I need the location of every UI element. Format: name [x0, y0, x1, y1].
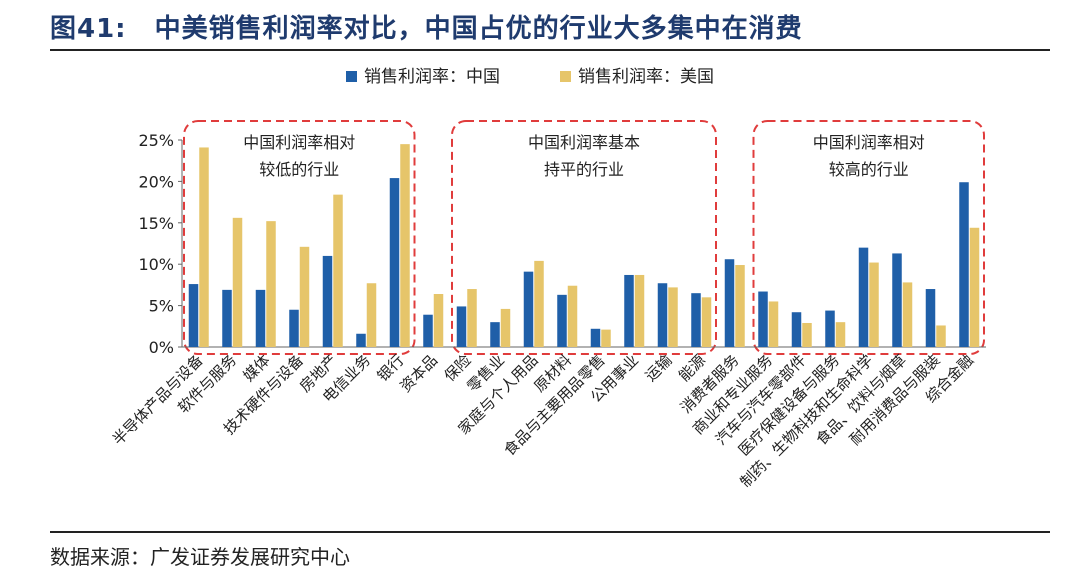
bar-0-1: [222, 289, 232, 347]
y-tick-label-2: 10%: [138, 255, 174, 274]
bar-1-21: [902, 282, 913, 347]
bar-1-17: [768, 301, 779, 347]
group-label-2-line2: 较高的行业: [829, 160, 909, 179]
bar-0-11: [557, 294, 567, 347]
bar-1-4: [333, 194, 343, 347]
bar-0-0: [188, 284, 199, 347]
bar-0-22: [925, 289, 936, 347]
bar-0-19: [825, 310, 835, 347]
y-tick-label-5: 25%: [138, 131, 174, 150]
bar-0-21: [892, 253, 902, 347]
bar-1-2: [266, 221, 276, 347]
bar-1-15: [701, 297, 712, 347]
bar-0-6: [389, 178, 400, 347]
bar-0-12: [590, 328, 601, 347]
bars: [188, 144, 980, 347]
x-tick-label-7: 资本品: [397, 351, 442, 396]
bar-1-10: [534, 260, 544, 347]
bar-1-22: [936, 325, 946, 347]
bar-1-19: [835, 322, 846, 347]
bar-0-7: [423, 314, 433, 347]
bar-1-20: [869, 262, 879, 347]
group-label-1-line2: 持平的行业: [544, 160, 624, 179]
bar-1-12: [601, 329, 611, 347]
group-label-0-line1: 中国利润率相对: [243, 133, 355, 152]
y-tick-label-0: 0%: [149, 338, 174, 357]
bar-0-13: [624, 274, 634, 347]
bar-0-17: [758, 291, 768, 347]
bar-0-23: [959, 182, 969, 347]
y-axis: 0% 5% 10% 15% 20% 25%: [138, 131, 986, 357]
legend-label-0: 销售利润率：中国: [364, 67, 500, 87]
bar-0-14: [657, 283, 668, 347]
bar-0-16: [724, 259, 735, 347]
figure-label: 图41:: [50, 14, 127, 44]
group-box-2: [752, 120, 985, 355]
bar-1-0: [199, 147, 209, 347]
group-box-1: [451, 120, 717, 355]
bar-1-3: [299, 246, 310, 347]
bar-1-11: [567, 285, 578, 347]
bar-1-7: [433, 294, 444, 347]
bar-1-9: [500, 308, 511, 347]
bar-1-16: [735, 265, 745, 347]
bar-0-9: [490, 322, 500, 347]
bar-0-4: [322, 255, 333, 347]
bar-1-1: [232, 217, 243, 347]
top-divider: [50, 49, 1050, 51]
bar-1-13: [634, 274, 645, 347]
y-tick-label-4: 20%: [138, 172, 174, 191]
bar-0-15: [691, 293, 701, 347]
bar-0-10: [523, 271, 534, 347]
bar-1-23: [969, 227, 980, 347]
bar-0-18: [791, 312, 802, 347]
group-label-2-line1: 中国利润率相对: [813, 133, 925, 152]
group-box-0: [183, 120, 416, 355]
bar-1-14: [668, 287, 678, 347]
bar-1-8: [467, 289, 477, 347]
bar-0-5: [356, 333, 366, 347]
bar-1-5: [366, 283, 377, 347]
bar-1-6: [400, 144, 410, 347]
source-note: 数据来源：广发证券发展研究中心: [50, 545, 350, 569]
legend-swatch-1: [560, 71, 571, 82]
figure-title: 中美销售利润率对比，中国占优的行业大多集中在消费: [154, 14, 803, 44]
chart-legend: 销售利润率：中国 销售利润率：美国: [346, 67, 714, 87]
bar-0-3: [289, 309, 299, 347]
bar-1-18: [802, 322, 812, 347]
bottom-divider: [50, 531, 1050, 533]
group-label-1-line1: 中国利润率基本: [528, 133, 640, 152]
bar-0-8: [456, 306, 467, 347]
group-label-0-line2: 较低的行业: [259, 160, 339, 179]
page-title: 图41: 中美销售利润率对比，中国占优的行业大多集中在消费: [50, 8, 803, 45]
y-tick-label-3: 15%: [138, 214, 174, 233]
legend-swatch-0: [346, 71, 357, 82]
legend-label-1: 销售利润率：美国: [578, 67, 714, 87]
y-tick-label-1: 5%: [149, 297, 174, 316]
x-tick-label-14: 运输: [642, 351, 676, 385]
bar-0-2: [255, 289, 266, 347]
bar-0-20: [858, 247, 869, 347]
